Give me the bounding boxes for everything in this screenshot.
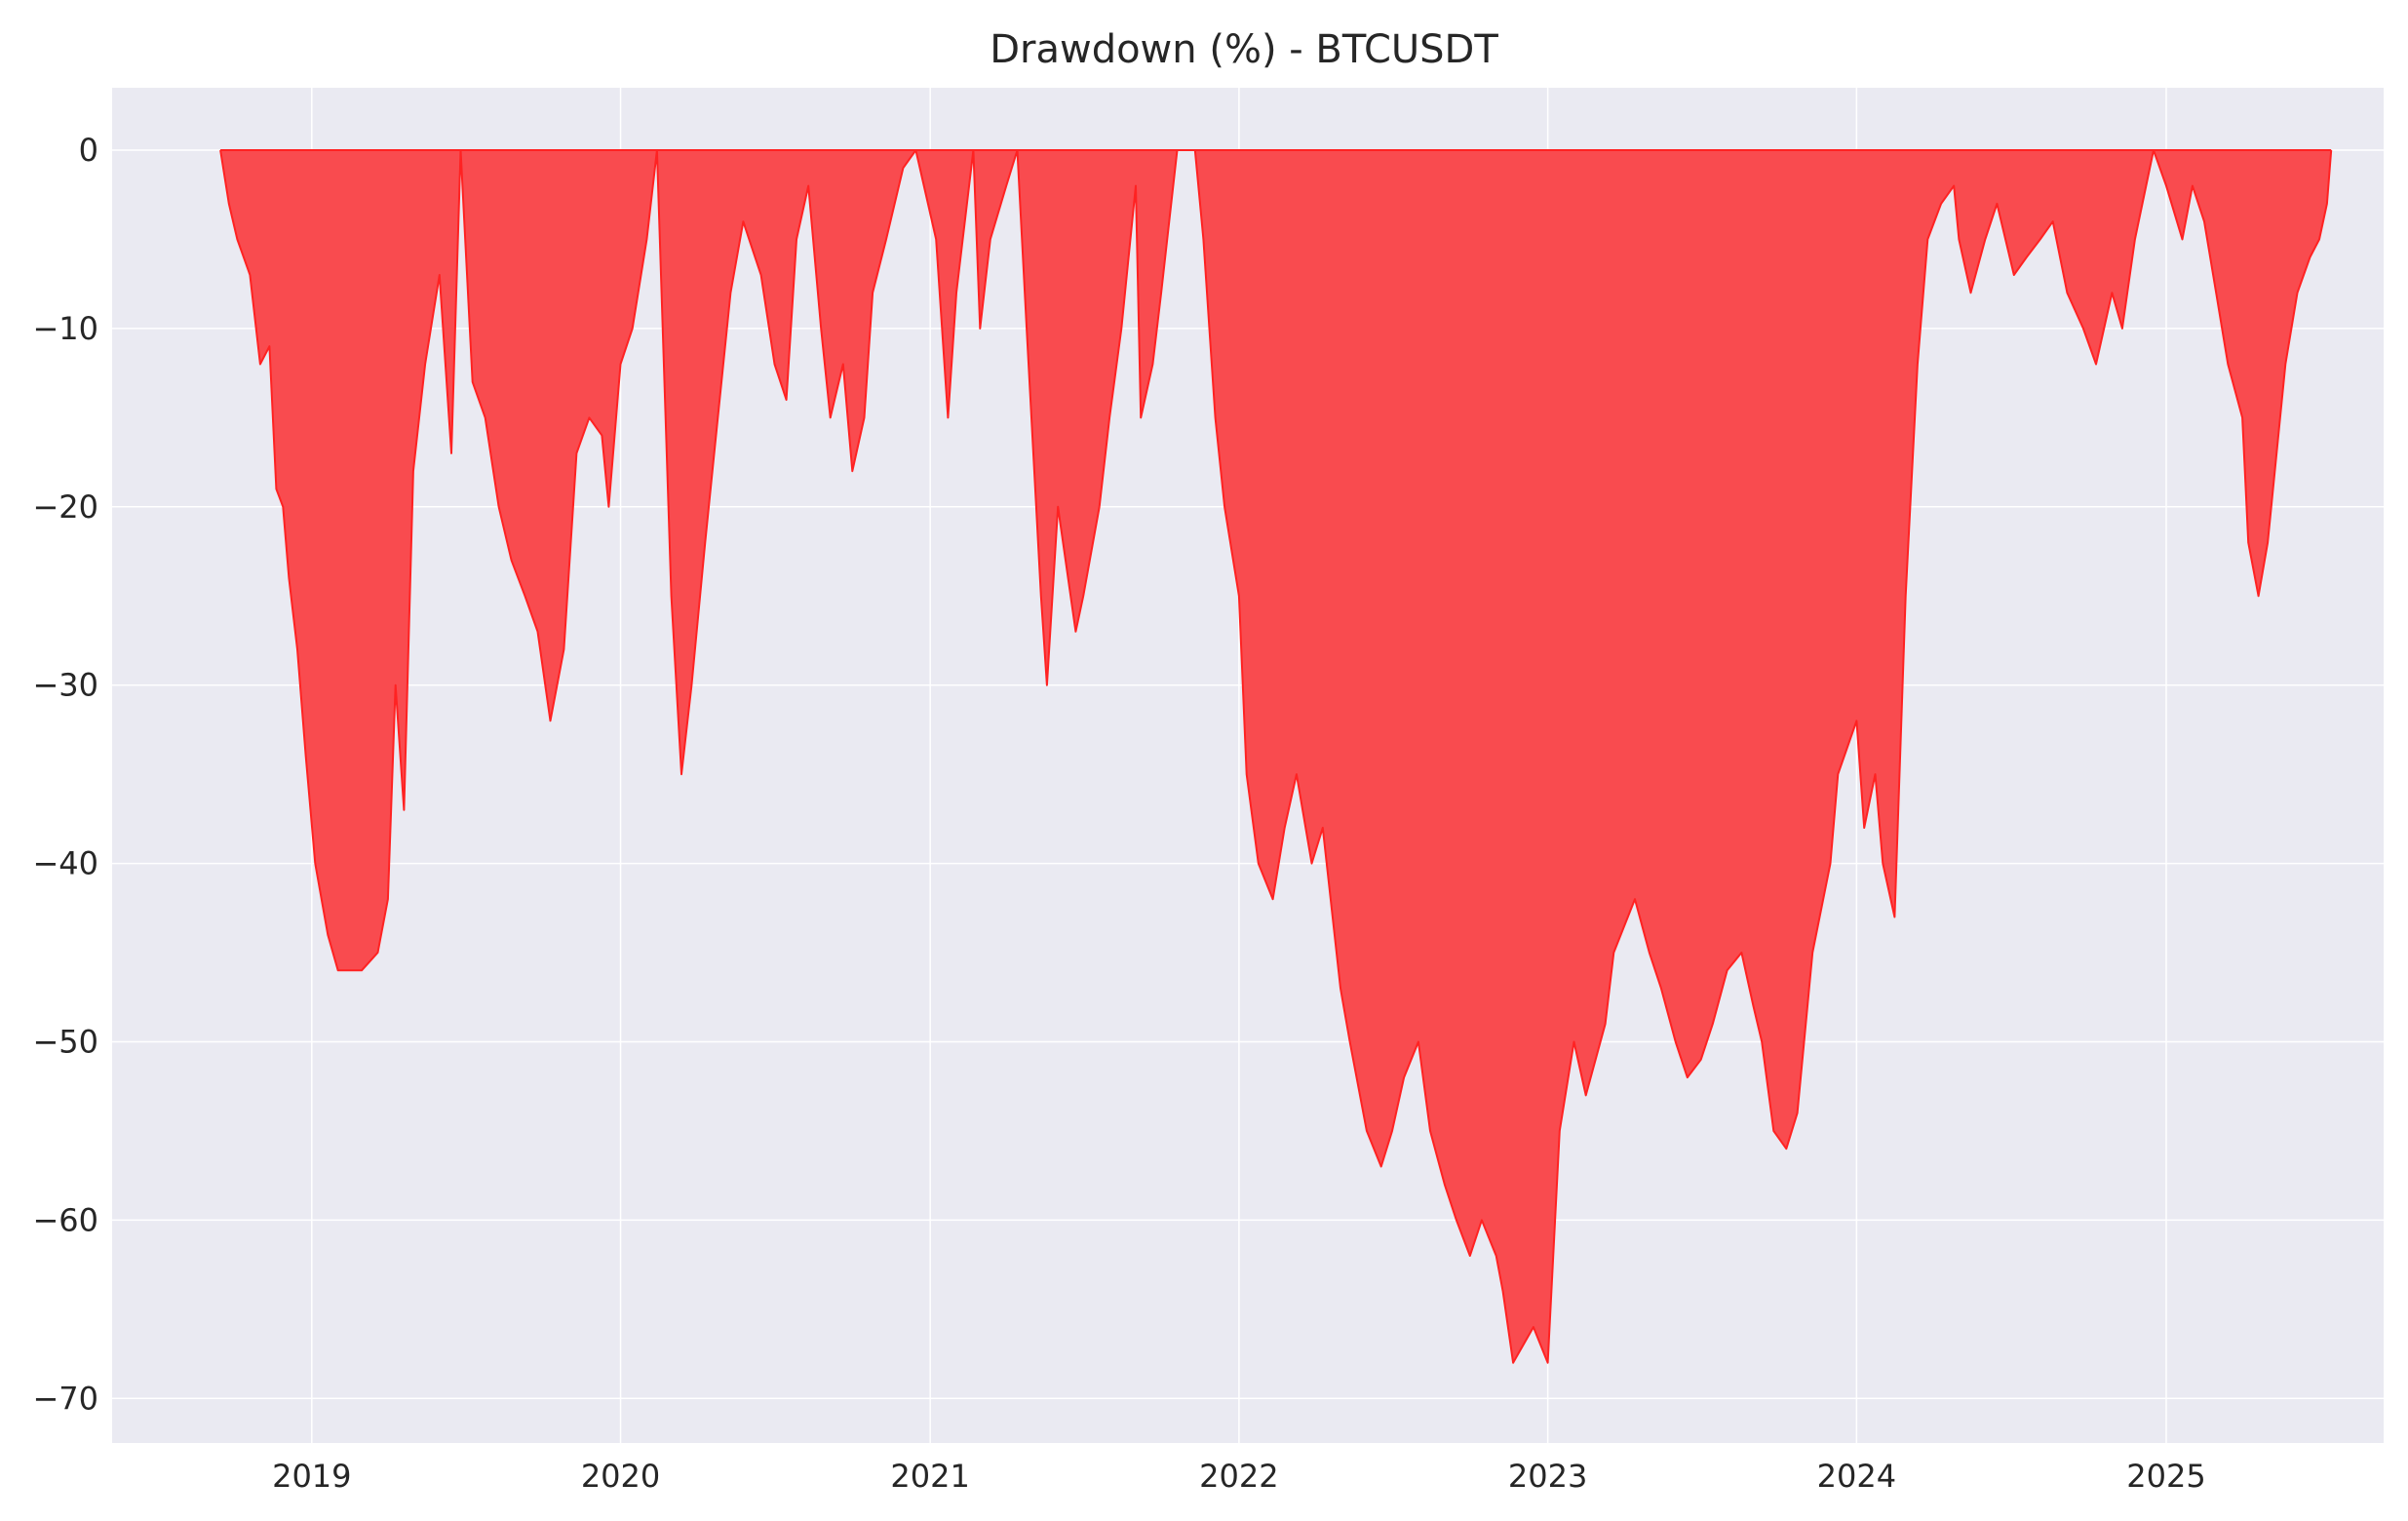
drawdown-line [219,149,2333,1364]
y-tick-label: 0 [79,132,98,169]
chart-title: Drawdown (%) - BTCUSDT [990,27,1498,72]
x-tick-label: 2019 [272,1458,351,1495]
series-drawdown [219,149,2333,1364]
y-tick-label: −50 [32,1023,98,1060]
x-axis-ticks: 2019 2020 2021 2022 2023 2024 2025 [272,1458,2206,1495]
y-tick-label: −70 [32,1380,98,1417]
y-axis-ticks: 0 −10 −20 −30 −40 −50 −60 −70 [32,132,98,1417]
x-tick-label: 2024 [1817,1458,1896,1495]
y-tick-label: −30 [32,667,98,704]
x-tick-label: 2025 [2126,1458,2205,1495]
x-tick-label: 2023 [1508,1458,1587,1495]
drawdown-area [220,150,2332,1363]
x-tick-label: 2022 [1199,1458,1278,1495]
y-tick-label: −40 [32,845,98,882]
x-tick-label: 2021 [890,1458,969,1495]
grid-lines [112,88,2384,1443]
y-tick-label: −10 [32,310,98,347]
y-tick-label: −60 [32,1201,98,1238]
x-tick-label: 2020 [581,1458,660,1495]
y-tick-label: −20 [32,488,98,526]
